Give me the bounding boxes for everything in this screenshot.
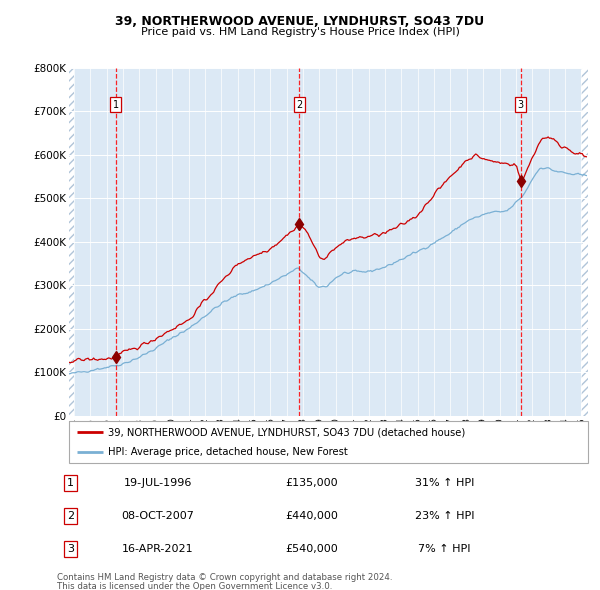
Text: 39, NORTHERWOOD AVENUE, LYNDHURST, SO43 7DU: 39, NORTHERWOOD AVENUE, LYNDHURST, SO43 … — [115, 15, 485, 28]
Text: 3: 3 — [518, 100, 524, 110]
Text: 39, NORTHERWOOD AVENUE, LYNDHURST, SO43 7DU (detached house): 39, NORTHERWOOD AVENUE, LYNDHURST, SO43 … — [108, 427, 465, 437]
Text: 19-JUL-1996: 19-JUL-1996 — [124, 478, 192, 487]
Text: 2: 2 — [296, 100, 302, 110]
Text: £440,000: £440,000 — [286, 511, 338, 520]
Text: 1: 1 — [67, 478, 74, 487]
Text: This data is licensed under the Open Government Licence v3.0.: This data is licensed under the Open Gov… — [57, 582, 332, 590]
Text: 1: 1 — [113, 100, 119, 110]
Text: Price paid vs. HM Land Registry's House Price Index (HPI): Price paid vs. HM Land Registry's House … — [140, 27, 460, 37]
FancyBboxPatch shape — [69, 421, 588, 463]
Text: 08-OCT-2007: 08-OCT-2007 — [121, 511, 194, 520]
Text: £540,000: £540,000 — [286, 544, 338, 553]
Text: 16-APR-2021: 16-APR-2021 — [122, 544, 194, 553]
Text: HPI: Average price, detached house, New Forest: HPI: Average price, detached house, New … — [108, 447, 347, 457]
Text: 3: 3 — [67, 544, 74, 553]
Text: 23% ↑ HPI: 23% ↑ HPI — [415, 511, 475, 520]
Text: £135,000: £135,000 — [286, 478, 338, 487]
Text: Contains HM Land Registry data © Crown copyright and database right 2024.: Contains HM Land Registry data © Crown c… — [57, 573, 392, 582]
Text: 2: 2 — [67, 511, 74, 520]
Text: 31% ↑ HPI: 31% ↑ HPI — [415, 478, 475, 487]
Text: 7% ↑ HPI: 7% ↑ HPI — [418, 544, 471, 553]
